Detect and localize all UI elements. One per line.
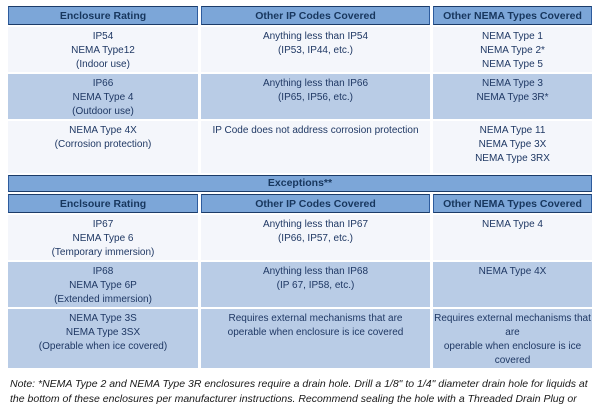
table-cell-nema-types: NEMA Type 3 NEMA Type 3R*: [433, 74, 592, 119]
table-row-ip66: IP66 NEMA Type 4 (Outdoor use) Anything le…: [8, 74, 592, 119]
column-header-nema-types: Other NEMA Types Covered: [433, 6, 592, 25]
column-header-enclosure-rating: Enclsoure Rating: [8, 194, 198, 213]
table-cell-ip-codes: Anything less than IP67 (IP66, IP57, etc.…: [201, 215, 430, 260]
table-row-nema-4x: NEMA Type 4X (Corrosion protection) IP Co…: [8, 121, 592, 173]
exceptions-header-row: Enclsoure Rating Other IP Codes Covered …: [8, 194, 592, 213]
table-cell-enclosure-rating: NEMA Type 4X (Corrosion protection): [8, 121, 198, 173]
table-cell-enclosure-rating: IP54 NEMA Type12 (Indoor use): [8, 27, 198, 72]
table-row-ip68: IP68 NEMA Type 6P (Extended immersion) Any…: [8, 262, 592, 307]
table-row-ip67: IP67 NEMA Type 6 (Temporary immersion) Any…: [8, 215, 592, 260]
column-header-enclosure-rating: Enclosure Rating: [8, 6, 198, 25]
table-row-nema-3s: NEMA Type 3S NEMA Type 3SX (Operable when …: [8, 309, 592, 368]
table-cell-ip-codes: Anything less than IP68 (IP 67, IP58, etc…: [201, 262, 430, 307]
table-cell-ip-codes: Anything less than IP66 (IP65, IP56, etc.…: [201, 74, 430, 119]
table-row-ip54: IP54 NEMA Type12 (Indoor use) Anything les…: [8, 27, 592, 72]
exceptions-section-title: Exceptions**: [8, 175, 592, 192]
table-cell-nema-types: NEMA Type 1 NEMA Type 2* NEMA Type 5: [433, 27, 592, 72]
column-header-ip-codes: Other IP Codes Covered: [201, 194, 430, 213]
table-cell-nema-types: NEMA Type 11 NEMA Type 3X NEMA Type 3RX: [433, 121, 592, 173]
table-cell-enclosure-rating: NEMA Type 3S NEMA Type 3SX (Operable when …: [8, 309, 198, 368]
table-cell-enclosure-rating: IP67 NEMA Type 6 (Temporary immersion): [8, 215, 198, 260]
table-cell-enclosure-rating: IP66 NEMA Type 4 (Outdoor use): [8, 74, 198, 119]
footnote-drain-hole: Note: *NEMA Type 2 and NEMA Type 3R encl…: [10, 378, 588, 405]
column-header-ip-codes: Other IP Codes Covered: [201, 6, 430, 25]
column-header-nema-types: Other NEMA Types Covered: [433, 194, 592, 213]
table-cell-nema-types: NEMA Type 4: [433, 215, 592, 260]
table-cell-ip-codes: Requires external mechanisms that are ope…: [201, 309, 430, 368]
header-row: Enclosure Rating Other IP Codes Covered …: [8, 6, 592, 25]
footnotes: Note: *NEMA Type 2 and NEMA Type 3R encl…: [8, 370, 592, 407]
table-cell-ip-codes: IP Code does not address corrosion prote…: [201, 121, 430, 173]
table-cell-ip-codes: Anything less than IP54 (IP53, IP44, etc.…: [201, 27, 430, 72]
table-cell-nema-types: Requires external mechanisms that are ope…: [433, 309, 592, 368]
table-cell-nema-types: NEMA Type 4X: [433, 262, 592, 307]
table-cell-enclosure-rating: IP68 NEMA Type 6P (Extended immersion): [8, 262, 198, 307]
